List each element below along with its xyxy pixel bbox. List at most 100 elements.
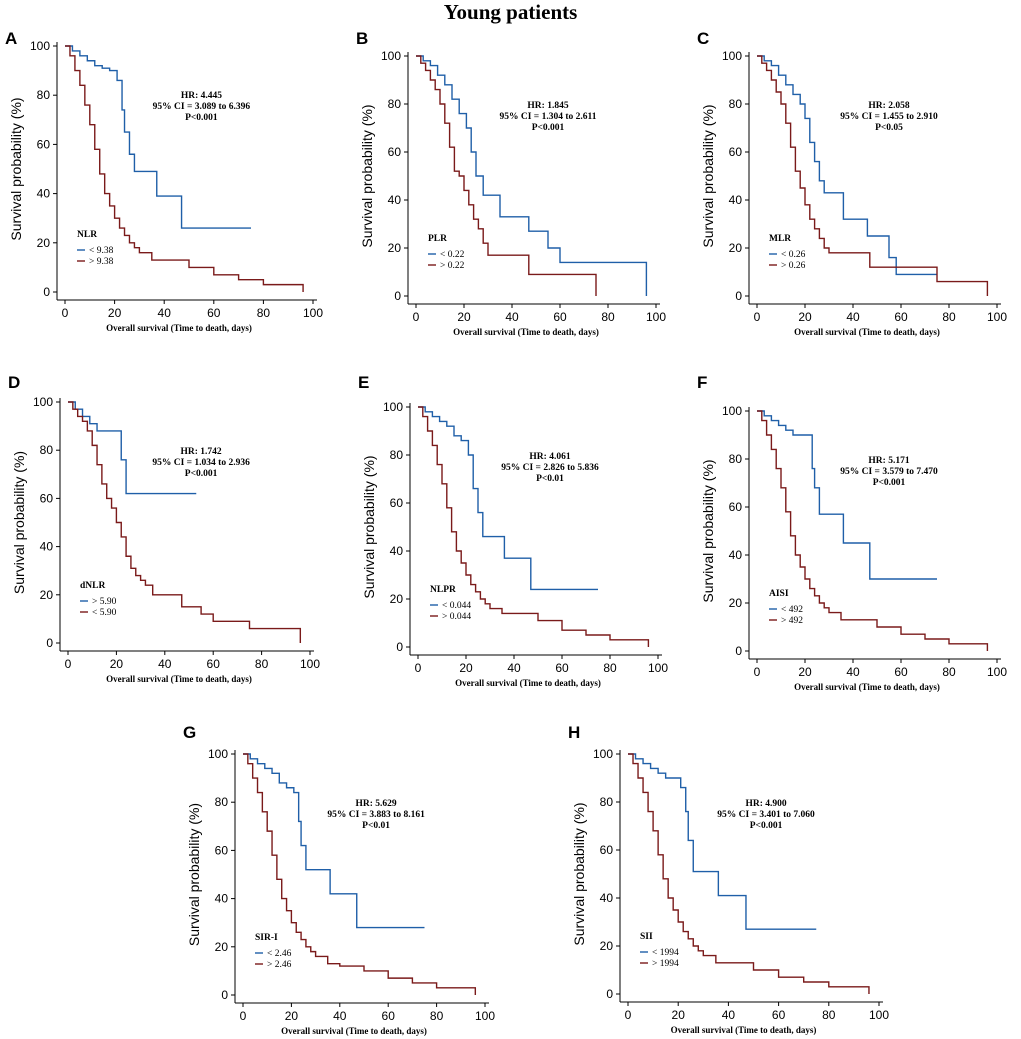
x-tick-label: 60 bbox=[555, 661, 569, 675]
x-tick-label: 20 bbox=[459, 661, 473, 675]
y-tick-label: 60 bbox=[600, 843, 614, 857]
x-axis-title: Overall survival (Time to death, days) bbox=[455, 678, 601, 688]
legend-entry: < 9.38 bbox=[89, 246, 114, 256]
x-tick-label: 0 bbox=[754, 665, 761, 679]
x-tick-label: 100 bbox=[987, 665, 1007, 679]
panel-letter: G bbox=[183, 723, 196, 742]
x-tick-label: 100 bbox=[300, 657, 320, 671]
x-tick-label: 100 bbox=[648, 661, 668, 675]
km-curve-red bbox=[68, 401, 302, 643]
annotation-line: HR: 1.845 bbox=[527, 101, 568, 111]
legend-title: NLPR bbox=[430, 585, 456, 595]
km-curve-red bbox=[418, 406, 650, 647]
y-tick-label: 40 bbox=[40, 540, 54, 554]
x-axis-title: Overall survival (Time to death, days) bbox=[106, 674, 252, 684]
y-tick-label: 40 bbox=[388, 193, 402, 207]
y-tick-label: 0 bbox=[735, 644, 742, 658]
panel-letter: H bbox=[568, 723, 580, 742]
x-tick-label: 0 bbox=[625, 1008, 632, 1022]
x-tick-label: 60 bbox=[553, 310, 567, 324]
y-tick-label: 60 bbox=[390, 496, 404, 510]
y-tick-label: 80 bbox=[388, 97, 402, 111]
legend-title: MLR bbox=[769, 234, 791, 244]
figure-title: Young patients bbox=[443, 0, 578, 24]
panel-h: H 0 20 40 60 80 100 0 20 40 60 80 100 Survival probab… bbox=[568, 723, 889, 1035]
panel-a: A 0 20 40 60 80 100 0 20 40 60 80 100 Survival probab… bbox=[5, 29, 323, 333]
legend-entry: > 0.22 bbox=[440, 261, 465, 271]
panel-letter: F bbox=[697, 373, 707, 392]
legend-entry: < 2.46 bbox=[267, 949, 292, 959]
y-tick-label: 20 bbox=[729, 241, 743, 255]
y-tick-label: 100 bbox=[593, 747, 613, 761]
y-tick-label: 40 bbox=[215, 892, 229, 906]
y-tick-label: 0 bbox=[221, 988, 228, 1002]
x-tick-label: 80 bbox=[603, 661, 617, 675]
annotation-line: P<0.001 bbox=[185, 469, 218, 479]
km-curve-blue bbox=[418, 406, 598, 591]
x-tick-label: 0 bbox=[413, 310, 420, 324]
x-axis-title: Overall survival (Time to death, days) bbox=[281, 1026, 427, 1036]
y-tick-label: 80 bbox=[37, 88, 51, 102]
y-tick-label: 20 bbox=[215, 940, 229, 954]
annotation-line: 95% CI = 3.089 to 6.396 bbox=[153, 102, 251, 112]
km-curve-blue bbox=[65, 45, 251, 229]
y-axis-title: Survival probability (%) bbox=[571, 802, 587, 945]
x-tick-label: 80 bbox=[942, 310, 956, 324]
annotation-line: HR: 4.061 bbox=[529, 452, 570, 462]
y-tick-label: 80 bbox=[729, 97, 743, 111]
legend-entry: < 0.044 bbox=[442, 601, 471, 611]
km-curve-blue bbox=[757, 55, 937, 276]
y-tick-label: 60 bbox=[37, 137, 51, 151]
y-tick-label: 60 bbox=[215, 843, 229, 857]
x-tick-label: 60 bbox=[382, 1009, 396, 1023]
annotation-line: P<0.001 bbox=[873, 478, 906, 488]
annotation-line: P<0.001 bbox=[185, 113, 218, 123]
annotation-line: 95% CI = 3.883 to 8.161 bbox=[327, 810, 425, 820]
x-tick-label: 80 bbox=[430, 1009, 444, 1023]
y-tick-label: 0 bbox=[735, 289, 742, 303]
x-tick-label: 20 bbox=[798, 310, 812, 324]
km-curve-red bbox=[757, 410, 989, 651]
x-tick-label: 20 bbox=[110, 657, 124, 671]
panel-g: G 0 20 40 60 80 100 0 20 40 60 80 100 Survival probab… bbox=[183, 723, 495, 1036]
x-tick-label: 20 bbox=[285, 1009, 299, 1023]
y-tick-label: 80 bbox=[215, 795, 229, 809]
x-tick-label: 100 bbox=[869, 1008, 889, 1022]
x-tick-label: 80 bbox=[822, 1008, 836, 1022]
annotation-line: 95% CI = 2.826 to 5.836 bbox=[501, 463, 599, 473]
y-tick-label: 100 bbox=[30, 39, 50, 53]
y-axis-title: Survival probability (%) bbox=[359, 104, 375, 247]
x-tick-label: 80 bbox=[255, 657, 269, 671]
legend-title: AISI bbox=[769, 589, 789, 599]
km-curve-blue bbox=[628, 753, 817, 930]
km-curve-red bbox=[628, 753, 870, 994]
x-tick-label: 0 bbox=[240, 1009, 247, 1023]
km-curve-blue bbox=[757, 410, 937, 580]
legend-entry: < 0.26 bbox=[781, 250, 806, 260]
panel-c: C 0 20 40 60 80 100 0 20 40 60 80 100 Survival probab… bbox=[697, 29, 1007, 337]
legend-entry: < 5.90 bbox=[92, 608, 117, 618]
x-tick-label: 0 bbox=[415, 661, 422, 675]
legend-title: PLR bbox=[428, 234, 447, 244]
x-axis-title: Overall survival (Time to death, days) bbox=[671, 1025, 817, 1035]
annotation-line: 95% CI = 1.455 to 2.910 bbox=[840, 112, 938, 122]
y-tick-label: 40 bbox=[600, 891, 614, 905]
y-tick-label: 60 bbox=[729, 500, 743, 514]
legend-entry: > 9.38 bbox=[89, 257, 114, 267]
y-axis-title: Survival probability (%) bbox=[11, 451, 27, 594]
y-tick-label: 80 bbox=[600, 795, 614, 809]
annotation-line: HR: 4.445 bbox=[181, 91, 222, 101]
legend-title: SIR-I bbox=[255, 933, 278, 943]
legend-entry: > 492 bbox=[781, 616, 803, 626]
legend-title: NLR bbox=[77, 230, 97, 240]
y-tick-label: 0 bbox=[43, 285, 50, 299]
x-tick-label: 40 bbox=[158, 306, 172, 320]
y-tick-label: 100 bbox=[381, 49, 401, 63]
panel-letter: E bbox=[358, 373, 369, 392]
annotation-line: HR: 1.742 bbox=[181, 447, 222, 457]
x-tick-label: 20 bbox=[108, 306, 122, 320]
legend-entry: > 0.044 bbox=[442, 612, 471, 622]
y-tick-label: 20 bbox=[388, 241, 402, 255]
annotation-line: HR: 5.629 bbox=[356, 799, 397, 809]
y-tick-label: 40 bbox=[390, 544, 404, 558]
